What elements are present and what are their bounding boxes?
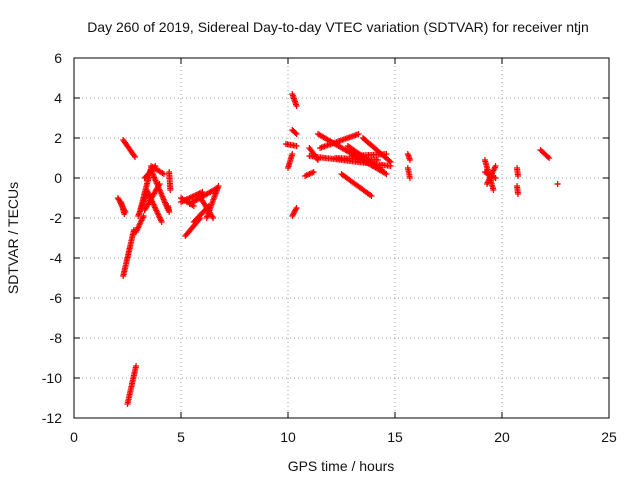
y-tick-label: 6 bbox=[54, 50, 62, 66]
y-tick-label: -4 bbox=[50, 250, 63, 266]
data-points bbox=[114, 91, 561, 407]
y-tick-label: -6 bbox=[50, 290, 63, 306]
axis-ticks: 0 5 10 15 20 25 -12 -10 -8 -6 -4 -2 0 2 4 6 bbox=[42, 50, 617, 445]
data-point bbox=[140, 213, 147, 219]
data-point bbox=[292, 206, 299, 213]
data-point bbox=[293, 103, 300, 109]
data-point bbox=[367, 192, 374, 198]
y-tick-label: -2 bbox=[50, 210, 63, 226]
data-point bbox=[310, 169, 317, 175]
y-axis-label: SDTVAR / TECUs bbox=[5, 182, 21, 294]
data-point bbox=[546, 155, 553, 161]
data-point bbox=[166, 209, 173, 215]
data-point bbox=[515, 191, 521, 197]
data-point bbox=[382, 170, 389, 177]
x-tick-label: 15 bbox=[387, 429, 403, 445]
plot-frame bbox=[73, 57, 610, 419]
y-tick-label: -12 bbox=[42, 410, 62, 426]
data-point bbox=[544, 153, 551, 160]
data-point bbox=[355, 131, 362, 137]
data-point bbox=[379, 167, 386, 173]
data-point bbox=[160, 171, 167, 177]
data-point bbox=[292, 130, 299, 136]
y-tick-label: 2 bbox=[54, 130, 62, 146]
x-tick-label: 20 bbox=[494, 429, 510, 445]
data-point bbox=[387, 159, 394, 165]
data-point bbox=[374, 157, 381, 163]
data-point bbox=[368, 193, 375, 199]
data-point bbox=[490, 187, 497, 193]
data-point bbox=[131, 152, 138, 159]
data-point bbox=[515, 173, 521, 179]
data-point bbox=[383, 151, 390, 157]
data-point bbox=[492, 175, 499, 181]
data-point bbox=[293, 143, 300, 149]
data-point bbox=[289, 151, 296, 157]
data-point bbox=[133, 363, 140, 369]
data-point bbox=[132, 154, 138, 160]
data-point bbox=[158, 219, 165, 225]
data-point bbox=[383, 171, 390, 177]
x-axis-label: GPS time / hours bbox=[288, 458, 395, 474]
data-point bbox=[156, 181, 163, 187]
x-tick-label: 5 bbox=[177, 429, 185, 445]
data-point bbox=[210, 215, 217, 221]
y-tick-label: 4 bbox=[54, 90, 62, 106]
data-point bbox=[407, 175, 413, 181]
data-point bbox=[293, 205, 300, 211]
chart-title: Day 260 of 2019, Sidereal Day-to-day VTE… bbox=[87, 19, 589, 35]
data-point bbox=[386, 158, 393, 164]
data-point bbox=[293, 131, 300, 137]
data-point bbox=[492, 163, 499, 169]
data-point bbox=[407, 157, 413, 163]
data-point bbox=[121, 211, 128, 217]
x-tick-label: 0 bbox=[70, 429, 78, 445]
data-point bbox=[199, 189, 206, 195]
x-tick-label: 25 bbox=[601, 429, 617, 445]
data-point bbox=[167, 187, 174, 193]
data-point bbox=[209, 213, 216, 220]
x-tick-label: 10 bbox=[280, 429, 296, 445]
grid bbox=[74, 58, 609, 418]
data-point bbox=[554, 181, 561, 187]
y-tick-label: -10 bbox=[42, 370, 62, 386]
data-point bbox=[215, 183, 222, 189]
y-tick-label: 0 bbox=[54, 170, 62, 186]
y-tick-label: -8 bbox=[50, 330, 63, 346]
